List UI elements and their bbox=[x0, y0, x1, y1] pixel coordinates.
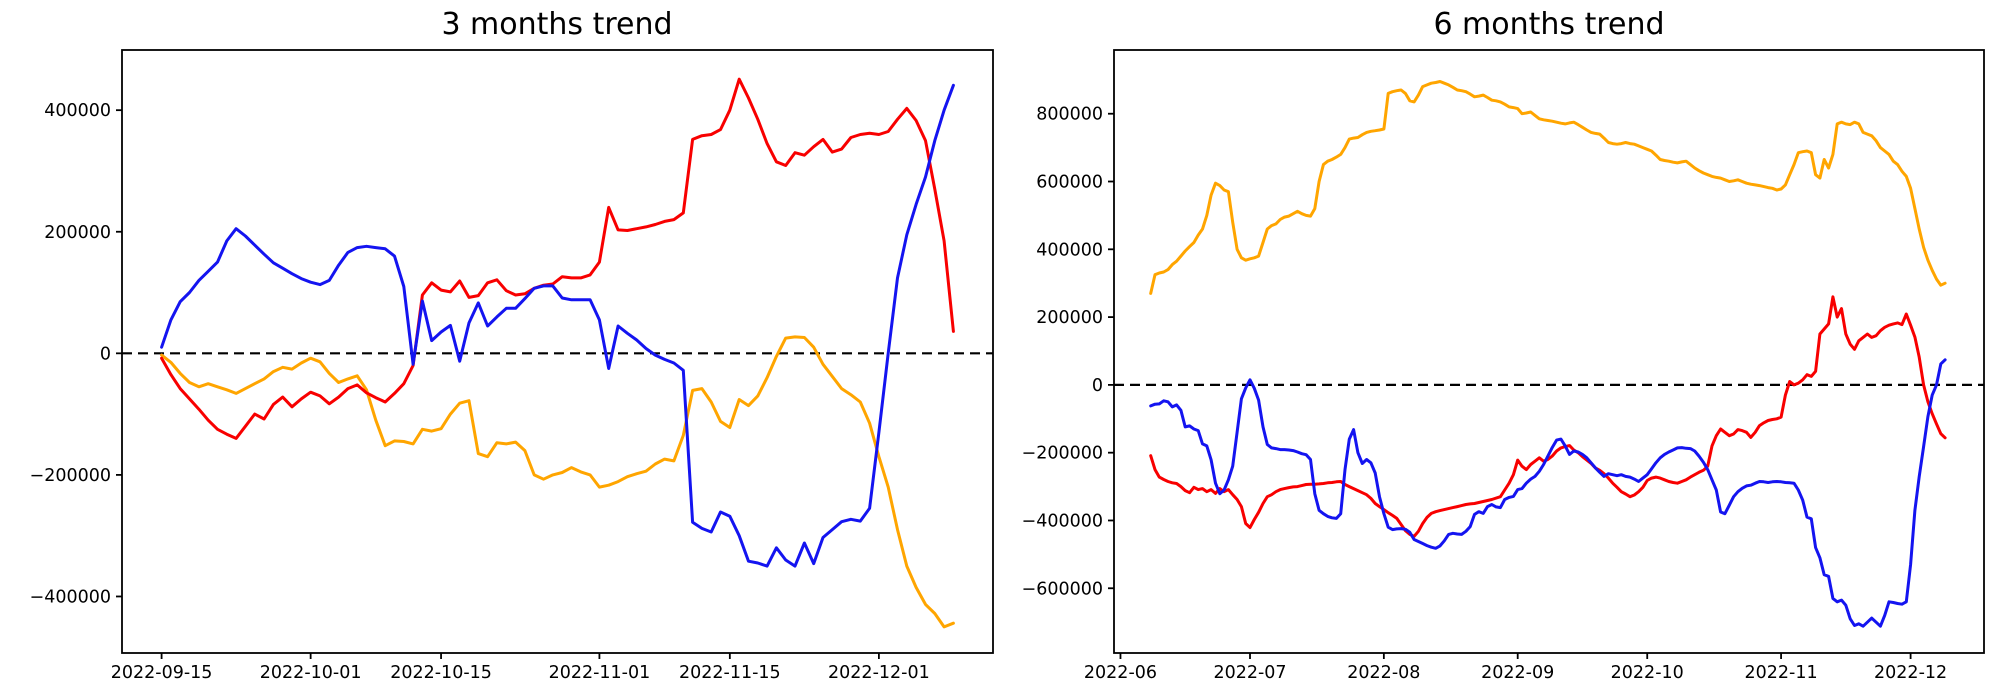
y-tick-label: 600000 bbox=[1036, 173, 1103, 193]
x-tick-label: 2022-09 bbox=[1481, 663, 1554, 683]
x-tick-label: 2022-07 bbox=[1213, 663, 1286, 683]
x-tick-label: 2022-10 bbox=[1611, 663, 1684, 683]
x-tick-label: 2022-06 bbox=[1084, 663, 1157, 683]
series-line-orange bbox=[160, 335, 955, 629]
y-tick-label: 0 bbox=[1092, 376, 1103, 396]
x-tick-label: 2022-12-01 bbox=[828, 663, 930, 683]
chart-title-6-months: 6 months trend bbox=[1433, 7, 1664, 42]
x-tick-label: 2022-08 bbox=[1347, 663, 1420, 683]
y-tick-label: 400000 bbox=[44, 101, 111, 121]
x-tick-label: 2022-09-15 bbox=[111, 663, 213, 683]
axes-6-months-trend: 2022-06 2022-07 2022-08 2022-09 2022-10 2022-… bbox=[1022, 49, 1985, 683]
y-tick-label: 200000 bbox=[1036, 308, 1103, 328]
x-tick-label: 2022-10-15 bbox=[390, 663, 492, 683]
series-line-blue bbox=[160, 83, 955, 568]
y-tick-label: −600000 bbox=[1022, 579, 1103, 599]
y-tick-label: −200000 bbox=[1022, 444, 1103, 464]
plot-spines bbox=[1113, 49, 1985, 654]
x-tick-label: 2022-10-01 bbox=[260, 663, 362, 683]
x-tick-label: 2022-11-15 bbox=[679, 663, 781, 683]
y-tick-label: −400000 bbox=[1022, 511, 1103, 531]
series-line-orange bbox=[1149, 80, 1947, 295]
chart-title-3-months: 3 months trend bbox=[441, 7, 672, 42]
y-tick-label: 800000 bbox=[1036, 105, 1103, 125]
series-line-blue bbox=[1149, 358, 1947, 628]
axes-3-months-trend: 2022-09-15 2022-10-01 2022-10-15 2022-11-01… bbox=[30, 49, 994, 683]
x-tick-label: 2022-11-01 bbox=[549, 663, 651, 683]
y-tick-label: −400000 bbox=[30, 587, 111, 607]
y-tick-label: 0 bbox=[100, 344, 111, 364]
series-line-red bbox=[1149, 295, 1947, 538]
y-tick-label: 200000 bbox=[44, 223, 111, 243]
x-tick-label: 2022-12 bbox=[1874, 663, 1947, 683]
y-tick-label: −200000 bbox=[30, 466, 111, 486]
y-tick-label: 400000 bbox=[1036, 240, 1103, 260]
series-line-red bbox=[160, 77, 955, 440]
x-tick-label: 2022-11 bbox=[1745, 663, 1818, 683]
plot-spines bbox=[121, 49, 994, 654]
